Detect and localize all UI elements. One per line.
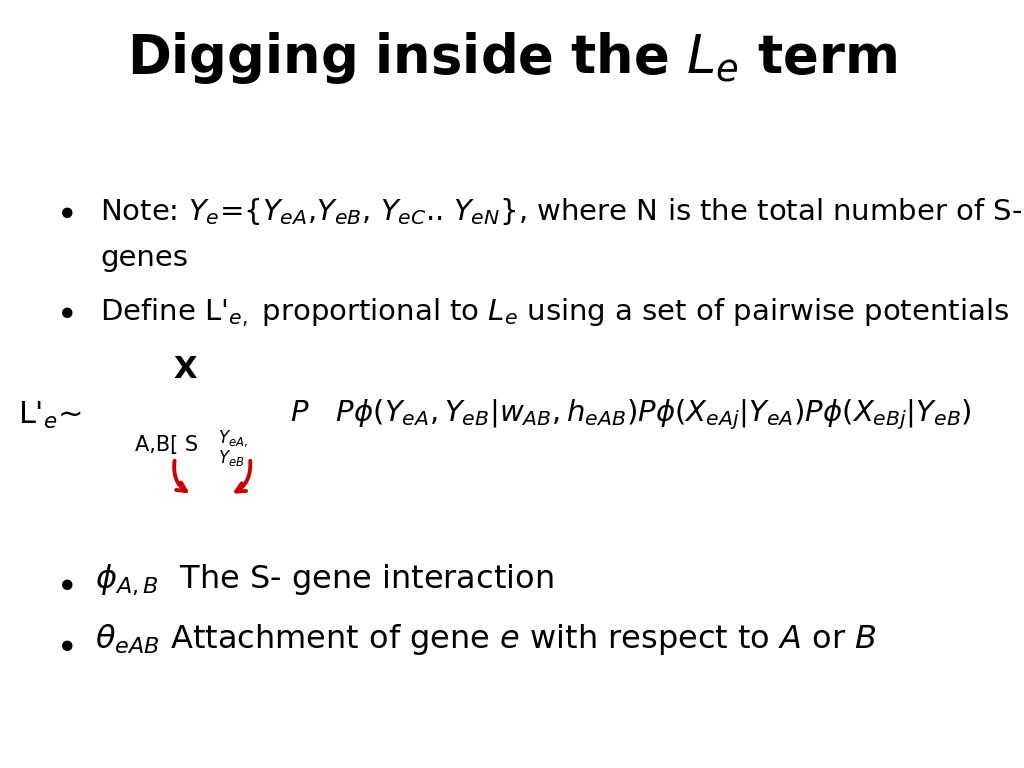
FancyArrowPatch shape <box>237 461 250 492</box>
Text: $P \quad P\phi(Y_{eA},Y_{eB}|w_{AB},h_{eAB})P\phi(X_{eAj}|Y_{eA})P\phi(X_{eBj}|Y: $P \quad P\phi(Y_{eA},Y_{eB}|w_{AB},h_{e… <box>290 398 972 432</box>
Text: $Y_{eB}$: $Y_{eB}$ <box>218 448 245 468</box>
Text: $\bullet$: $\bullet$ <box>55 295 74 329</box>
Text: genes: genes <box>100 244 188 272</box>
Text: $\bullet$: $\bullet$ <box>55 195 74 229</box>
Text: $\mathbf{X}$: $\mathbf{X}$ <box>173 356 198 385</box>
Text: Define L'$_{e,}$ proportional to $L_e$ using a set of pairwise potentials: Define L'$_{e,}$ proportional to $L_e$ u… <box>100 296 1009 329</box>
Text: $Y_{eA,}$: $Y_{eA,}$ <box>218 428 248 449</box>
FancyArrowPatch shape <box>174 461 186 491</box>
Text: L'$_e$~: L'$_e$~ <box>18 399 82 431</box>
Text: Note: $Y_e$={$Y_{eA}$,$Y_{eB}$, $Y_{eC}$.. $Y_{eN}$}, where N is the total numbe: Note: $Y_e$={$Y_{eA}$,$Y_{eB}$, $Y_{eC}$… <box>100 196 1022 227</box>
Text: $\theta_{eAB}$ Attachment of gene $e$ with respect to $\mathit{A}$ or $\mathit{B: $\theta_{eAB}$ Attachment of gene $e$ wi… <box>95 622 877 657</box>
Text: A,B[ S: A,B[ S <box>135 435 198 455</box>
Text: $\mathbf{Digging\ inside\ the}\ \boldsymbol{L_e}\ \mathbf{term}$: $\mathbf{Digging\ inside\ the}\ \boldsym… <box>127 30 897 86</box>
Text: $\phi_{A,B}$  The S- gene interaction: $\phi_{A,B}$ The S- gene interaction <box>95 562 554 597</box>
Text: $\bullet$: $\bullet$ <box>55 628 74 662</box>
Text: $\bullet$: $\bullet$ <box>55 567 74 601</box>
